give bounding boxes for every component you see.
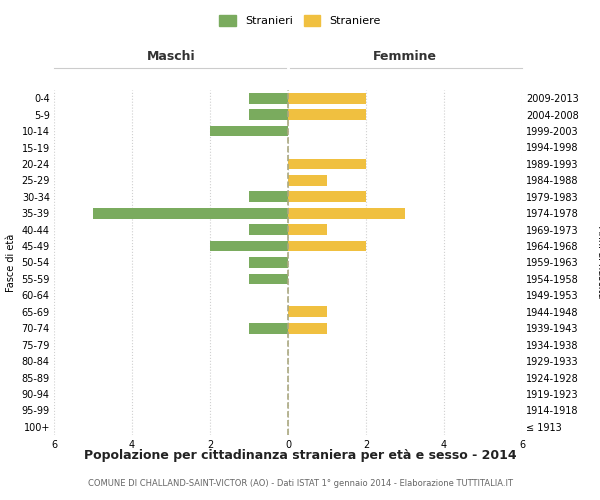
Bar xyxy=(288,192,366,202)
Text: Maschi: Maschi xyxy=(146,50,196,62)
Bar xyxy=(210,240,288,252)
Bar xyxy=(249,93,288,104)
Bar xyxy=(288,240,366,252)
Text: COMUNE DI CHALLAND-SAINT-VICTOR (AO) - Dati ISTAT 1° gennaio 2014 - Elaborazione: COMUNE DI CHALLAND-SAINT-VICTOR (AO) - D… xyxy=(88,478,512,488)
Y-axis label: Anni di nascita: Anni di nascita xyxy=(596,226,600,298)
Bar xyxy=(249,192,288,202)
Bar xyxy=(249,257,288,268)
Bar xyxy=(288,208,405,218)
Bar xyxy=(288,110,366,120)
Y-axis label: Fasce di età: Fasce di età xyxy=(6,234,16,292)
Text: Popolazione per cittadinanza straniera per età e sesso - 2014: Popolazione per cittadinanza straniera p… xyxy=(83,450,517,462)
Bar xyxy=(288,158,366,170)
Bar xyxy=(93,208,288,218)
Bar xyxy=(249,224,288,235)
Bar xyxy=(288,306,327,317)
Bar xyxy=(249,110,288,120)
Text: Femmine: Femmine xyxy=(373,50,437,62)
Legend: Stranieri, Straniere: Stranieri, Straniere xyxy=(215,10,385,31)
Bar xyxy=(210,126,288,136)
Bar xyxy=(288,323,327,334)
Bar xyxy=(288,93,366,104)
Bar xyxy=(249,274,288,284)
Bar xyxy=(288,224,327,235)
Bar xyxy=(288,175,327,186)
Bar xyxy=(249,323,288,334)
